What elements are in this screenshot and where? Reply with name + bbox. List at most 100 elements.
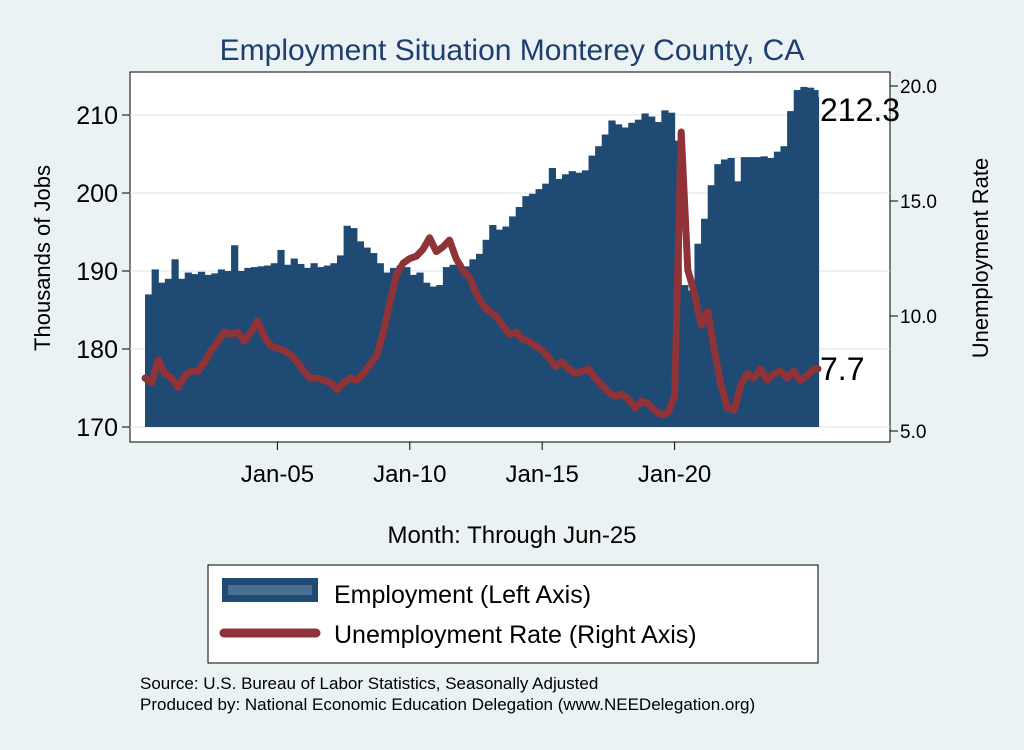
legend-label-employment: Employment (Left Axis): [334, 581, 591, 609]
employment-bar: [449, 264, 457, 427]
legend-swatch-employment-inner: [228, 585, 312, 595]
employment-bar: [562, 174, 570, 427]
employment-bar: [217, 269, 226, 427]
employment-bar: [548, 168, 557, 428]
x-tick-label-1: Jan-10: [373, 461, 446, 488]
employment-bar: [363, 247, 371, 427]
left-tick-label-1: 180: [76, 336, 118, 364]
employment-bar: [528, 193, 537, 427]
source-line-1: Source: U.S. Bureau of Labor Statistics,…: [140, 674, 598, 693]
employment-bar: [515, 207, 523, 427]
employment-bar: [773, 151, 782, 427]
left-tick-label-3: 200: [76, 180, 118, 208]
employment-bar: [734, 181, 742, 427]
employment-bar: [535, 189, 543, 427]
employment-bar: [284, 264, 292, 427]
employment-bar: [608, 120, 616, 428]
employment-bar: [416, 272, 424, 427]
employment-bar: [614, 124, 623, 428]
right-axis: 5.0 10.0 15.0 20.0: [890, 77, 937, 443]
employment-bar: [740, 157, 748, 427]
employment-bar: [509, 216, 517, 427]
unemployment-line: [141, 128, 822, 419]
employment-bar: [310, 263, 318, 427]
employment-bar: [257, 266, 265, 427]
unemployment-line-group: [141, 128, 822, 419]
employment-bar: [482, 239, 490, 427]
employment-bar: [436, 285, 444, 427]
employment-bar: [767, 157, 775, 427]
employment-bar: [780, 146, 788, 427]
employment-bar: [595, 146, 603, 427]
legend: Employment (Left Axis) Unemployment Rate…: [207, 564, 819, 664]
employment-bar: [754, 157, 762, 427]
employment-bar: [191, 274, 199, 427]
employment-bar: [495, 229, 504, 427]
employment-bar: [277, 249, 285, 427]
employment-bar: [806, 87, 815, 427]
right-tick-label-0: 5.0: [900, 422, 926, 443]
employment-bar: [793, 90, 801, 427]
employment-bar: [409, 274, 418, 427]
employment-bar: [601, 134, 609, 427]
employment-bar: [224, 271, 232, 427]
left-tick-label-4: 210: [76, 102, 118, 130]
employment-bar: [244, 267, 252, 427]
employment-bar: [423, 282, 431, 427]
employment-bar: [727, 157, 735, 427]
legend-label-unemployment: Unemployment Rate (Right Axis): [334, 621, 697, 649]
employment-bar: [475, 253, 484, 427]
employment-bar: [442, 267, 451, 427]
x-tick-label-0: Jan-05: [241, 461, 314, 488]
employment-bar: [568, 171, 576, 427]
employment-bar: [522, 196, 530, 427]
employment-bar: [687, 290, 696, 427]
end-value-labels: 212.3 7.7: [820, 92, 900, 387]
employment-bar: [588, 155, 596, 427]
employment-bar: [667, 112, 676, 427]
employment-bar: [184, 272, 192, 427]
x-axis-label: Month: Through Jun-25: [387, 522, 636, 549]
employment-bar: [818, 97, 820, 427]
employment-bar: [813, 90, 819, 427]
x-axis: Jan-05 Jan-10 Jan-15 Jan-20: [241, 442, 711, 488]
employment-bar: [297, 263, 305, 427]
employment-bar: [343, 225, 351, 427]
employment-bar: [323, 265, 331, 427]
employment-bar: [336, 255, 345, 427]
employment-bar: [800, 86, 808, 428]
employment-bar: [621, 127, 629, 427]
employment-bar: [389, 267, 398, 427]
employment-bar: [581, 170, 590, 427]
chart-title: Employment Situation Monterey County, CA: [220, 34, 805, 67]
employment-bar: [429, 286, 437, 427]
employment-bar: [164, 278, 173, 427]
employment-bar: [648, 116, 656, 427]
employment-bar: [290, 258, 298, 427]
employment-bar: [383, 272, 391, 427]
employment-bar: [356, 241, 365, 427]
employment-bar: [694, 243, 702, 427]
source-line-2: Produced by: National Economic Education…: [140, 695, 755, 714]
employment-bar: [303, 267, 312, 427]
employment-bar: [787, 111, 795, 427]
unemployment-end-label: 7.7: [820, 351, 864, 387]
employment-bar: [747, 157, 755, 427]
employment-bar: [456, 263, 464, 427]
left-tick-label-2: 190: [76, 258, 118, 286]
employment-bar: [720, 159, 729, 427]
employment-bar: [178, 278, 186, 427]
employment-bar: [489, 224, 497, 427]
left-tick-label-0: 170: [76, 414, 118, 442]
employment-bar: [370, 253, 378, 427]
y-axis-left-label: Thousands of Jobs: [30, 165, 55, 351]
employment-bar: [661, 110, 669, 427]
employment-bar: [555, 178, 563, 427]
employment-bar: [575, 172, 583, 427]
employment-bar: [462, 266, 470, 427]
employment-bar: [681, 285, 689, 427]
employment-bar: [707, 185, 715, 427]
right-tick-label-3: 20.0: [900, 77, 937, 98]
